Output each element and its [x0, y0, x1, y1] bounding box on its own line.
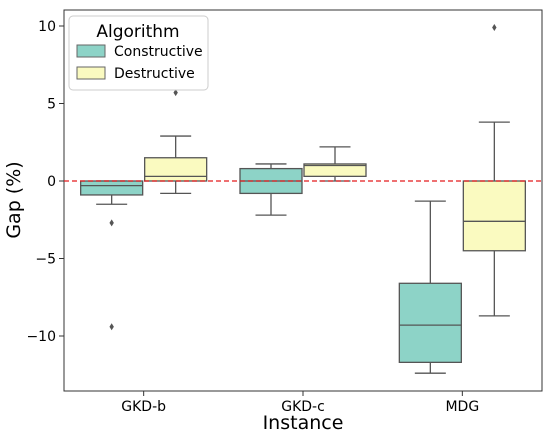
- legend: Algorithm Constructive Destructive: [68, 15, 209, 91]
- y-axis: 10 5 0 −5 −10: [26, 19, 64, 345]
- x-axis-label: Instance: [263, 412, 344, 434]
- x-tick-label: MDG: [445, 399, 479, 415]
- y-tick-label: −10: [26, 329, 56, 345]
- legend-title: Algorithm: [96, 22, 179, 42]
- y-tick-label: 10: [38, 19, 56, 35]
- box-constructive-mdg: [398, 200, 462, 374]
- outlier-point: [492, 24, 497, 32]
- box-destructive-gkd-b: [144, 89, 208, 195]
- box-constructive-gkd-b: [80, 180, 144, 331]
- legend-label-destructive: Destructive: [114, 66, 195, 82]
- x-tick-label: GKD-c: [281, 399, 325, 415]
- box-body: [398, 282, 462, 363]
- outlier-point: [109, 323, 114, 331]
- x-tick-label: GKD-b: [121, 399, 166, 415]
- legend-swatch-constructive: [76, 44, 106, 58]
- x-axis: GKD-b GKD-c MDG: [121, 391, 479, 415]
- y-tick-label: 5: [47, 97, 56, 113]
- box-body: [80, 180, 144, 196]
- y-tick-label: 0: [47, 174, 56, 190]
- outlier-point: [109, 219, 114, 227]
- box-body: [303, 163, 367, 177]
- legend-label-constructive: Constructive: [114, 44, 203, 60]
- plot-content: [64, 24, 542, 374]
- outlier-point: [173, 89, 178, 97]
- box-destructive-mdg: [462, 24, 526, 317]
- box-body: [144, 157, 208, 182]
- y-axis-label: Gap (%): [3, 161, 25, 238]
- y-tick-label: −5: [35, 252, 56, 268]
- legend-swatch-destructive: [76, 66, 106, 80]
- box-body: [462, 180, 526, 252]
